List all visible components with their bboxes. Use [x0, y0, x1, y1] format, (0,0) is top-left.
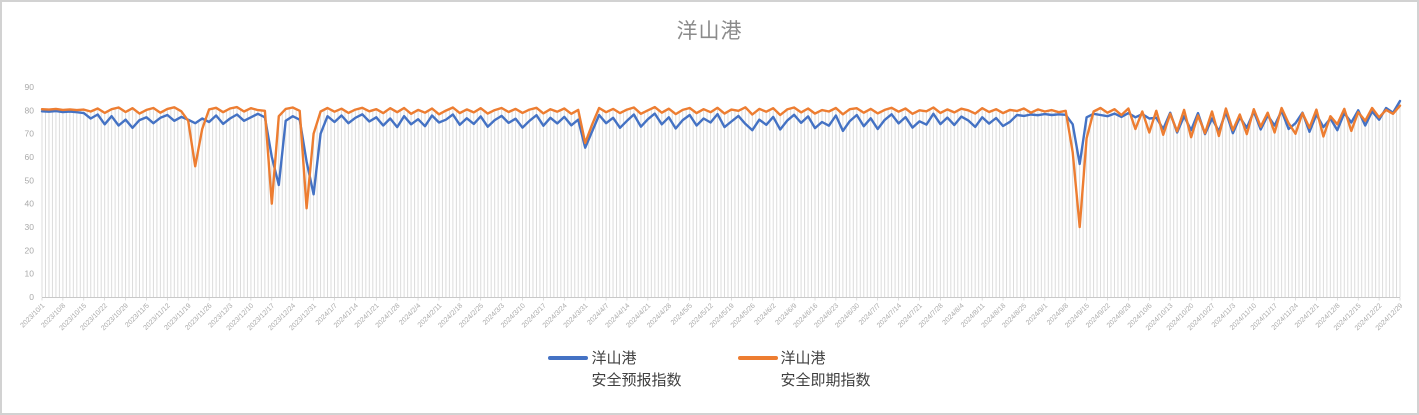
y-tick-label: 70 [25, 129, 35, 139]
legend-label-spot-line1: 洋山港 [780, 350, 826, 367]
x-axis [41, 297, 1401, 301]
y-tick-label: 40 [25, 199, 35, 209]
y-tick-label: 20 [25, 245, 35, 255]
legend-item-forecast[interactable]: 洋山港 安全预报指数 [548, 348, 682, 392]
y-tick-label: 50 [25, 175, 35, 185]
chart-title[interactable]: 洋山港 [676, 20, 743, 43]
y-tick-label: 80 [25, 105, 35, 115]
y-axis-labels: 0 10 20 30 40 50 60 70 80 90 [25, 82, 35, 302]
x-axis-labels: 2023/10/12023/10/82023/10/152023/10/2220… [19, 302, 1404, 332]
legend-label-forecast-line1: 洋山港 [591, 350, 637, 367]
legend-label-spot: 洋山港 安全即期指数 [781, 348, 871, 392]
droplines [41, 102, 1401, 297]
y-tick-label: 10 [25, 269, 35, 279]
legend-swatch-spot [737, 356, 778, 360]
legend-label-forecast-line2: 安全预报指数 [591, 372, 682, 389]
x-tick-label: 2024/9/1 [1025, 302, 1049, 326]
plot-area[interactable]: 0 10 20 30 40 50 60 70 80 90 2023/10/12023/10/8202… [2, 2, 1419, 347]
y-tick-label: 30 [25, 222, 35, 232]
y-tick-label: 0 [29, 292, 34, 302]
legend-item-spot[interactable]: 洋山港 安全即期指数 [737, 348, 871, 392]
legend-label-forecast: 洋山港 安全预报指数 [591, 348, 681, 392]
legend-swatch-forecast [548, 356, 589, 360]
chart-legend: 洋山港 安全预报指数 洋山港 安全即期指数 [2, 348, 1417, 392]
x-tick-label: 2024/6/2 [753, 302, 777, 326]
legend-label-spot-line2: 安全即期指数 [780, 372, 871, 389]
y-tick-label: 60 [25, 152, 35, 162]
y-tick-label: 90 [25, 82, 35, 92]
series-line-spot [40, 104, 1402, 229]
